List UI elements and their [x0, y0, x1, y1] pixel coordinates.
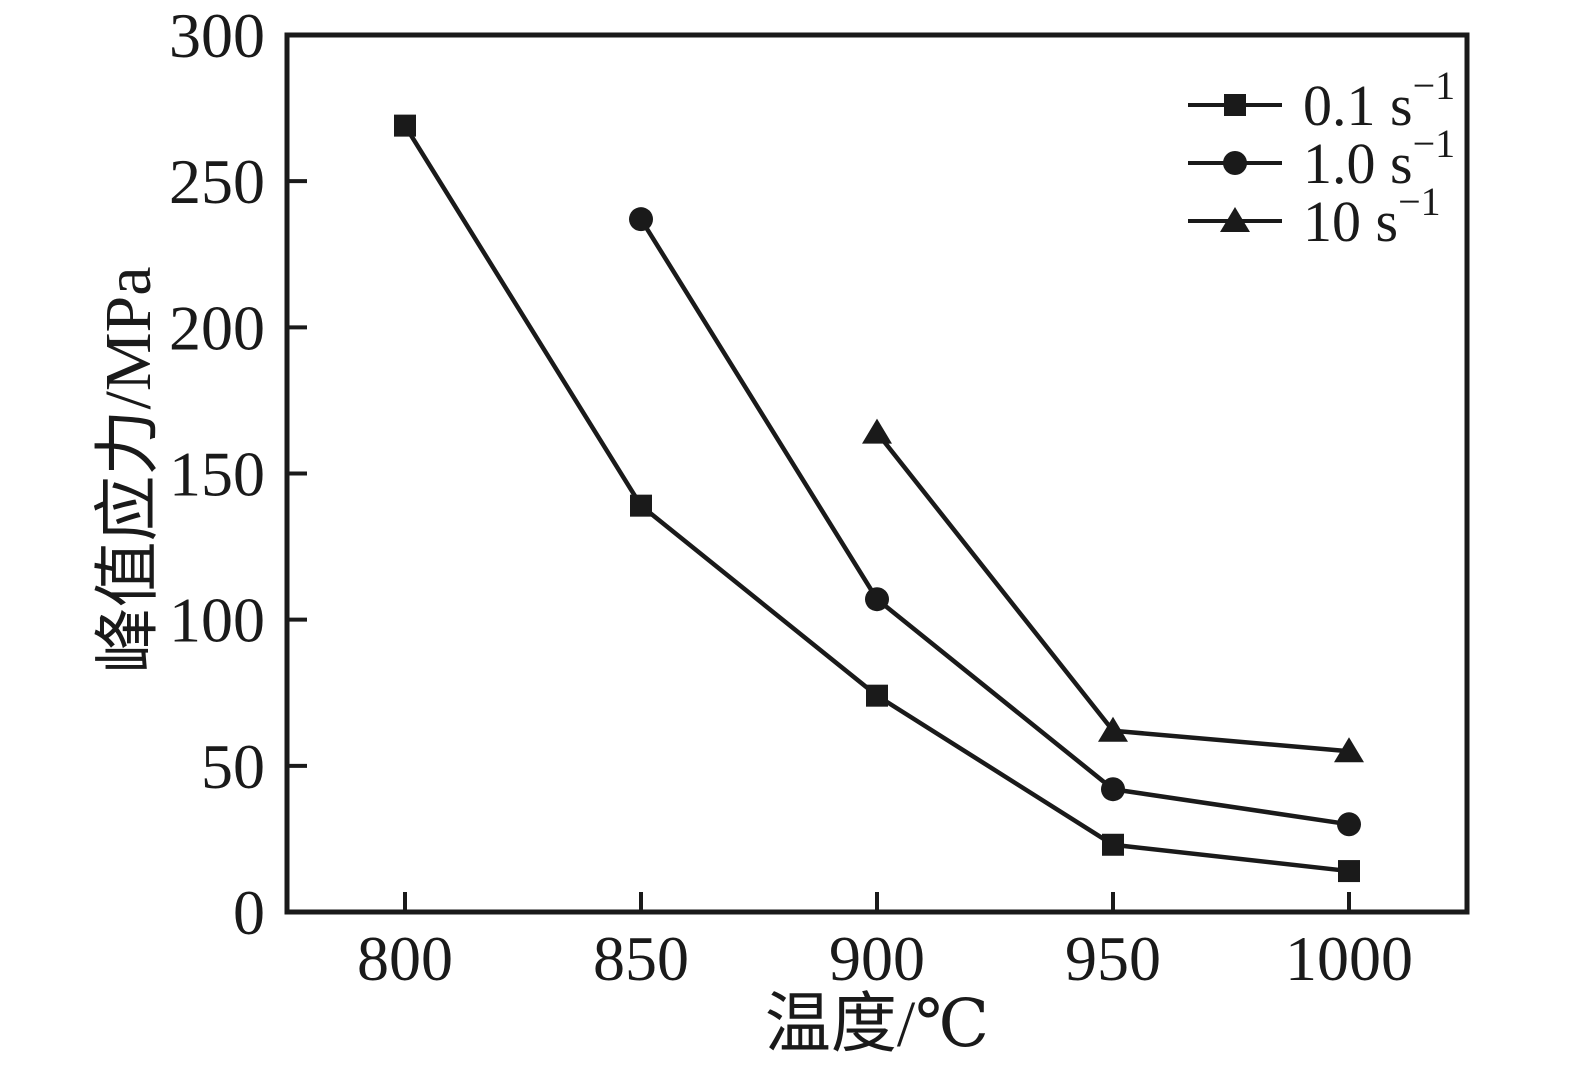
x-tick-label: 850 — [593, 923, 689, 994]
series-line-2 — [875, 431, 1350, 754]
y-tick-label: 200 — [169, 292, 265, 363]
y-axis: 0 50 100 150 200 250 300 — [169, 0, 307, 948]
y-tick-label: 250 — [169, 146, 265, 217]
plot-area — [284, 32, 1470, 915]
triangle-marker-icon — [1334, 737, 1364, 763]
y-axis-label: 峰值应力/MPa — [92, 266, 165, 673]
x-tick-label: 950 — [1065, 923, 1161, 994]
plot-border — [284, 32, 1470, 915]
x-tick-label: 1000 — [1285, 923, 1413, 994]
series-line-1 — [639, 217, 1350, 827]
square-marker-icon — [1224, 94, 1246, 116]
circle-marker-icon — [1101, 777, 1125, 802]
legend-label: 10 s−1 — [1303, 179, 1441, 254]
legend-item-0: 0.1 s−1 — [1188, 63, 1455, 138]
triangle-marker-icon — [1220, 207, 1250, 232]
square-marker-icon — [866, 684, 888, 707]
x-axis: 800 850 900 950 1000 — [357, 892, 1413, 994]
legend: 0.1 s−11.0 s−110 s−1 — [1188, 63, 1455, 254]
triangle-marker-icon — [1098, 716, 1128, 742]
y-tick-label: 0 — [233, 877, 265, 948]
legend-label: 0.1 s−1 — [1303, 63, 1455, 138]
y-tick-label: 100 — [169, 585, 265, 656]
square-marker-icon — [1102, 833, 1124, 856]
legend-label: 1.0 s−1 — [1303, 121, 1455, 196]
series-group — [394, 114, 1364, 883]
legend-item-1: 1.0 s−1 — [1188, 121, 1455, 196]
square-marker-icon — [630, 494, 652, 517]
square-marker-icon — [1338, 860, 1360, 883]
circle-marker-icon — [1337, 812, 1361, 837]
x-tick-label: 800 — [357, 923, 453, 994]
square-marker-icon — [394, 114, 416, 137]
x-axis-label: 温度/℃ — [765, 988, 989, 1061]
legend-item-2: 10 s−1 — [1188, 179, 1441, 254]
y-tick-label: 300 — [169, 0, 265, 71]
y-tick-label: 150 — [169, 439, 265, 510]
y-tick-label: 50 — [201, 731, 265, 802]
x-tick-label: 900 — [829, 923, 925, 994]
circle-marker-icon — [865, 587, 889, 612]
circle-marker-icon — [629, 207, 653, 232]
circle-marker-icon — [1223, 151, 1247, 175]
triangle-marker-icon — [862, 418, 892, 444]
series-line-0 — [403, 124, 1350, 874]
